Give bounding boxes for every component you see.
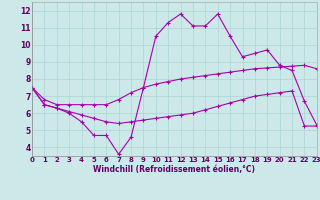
X-axis label: Windchill (Refroidissement éolien,°C): Windchill (Refroidissement éolien,°C) — [93, 165, 255, 174]
